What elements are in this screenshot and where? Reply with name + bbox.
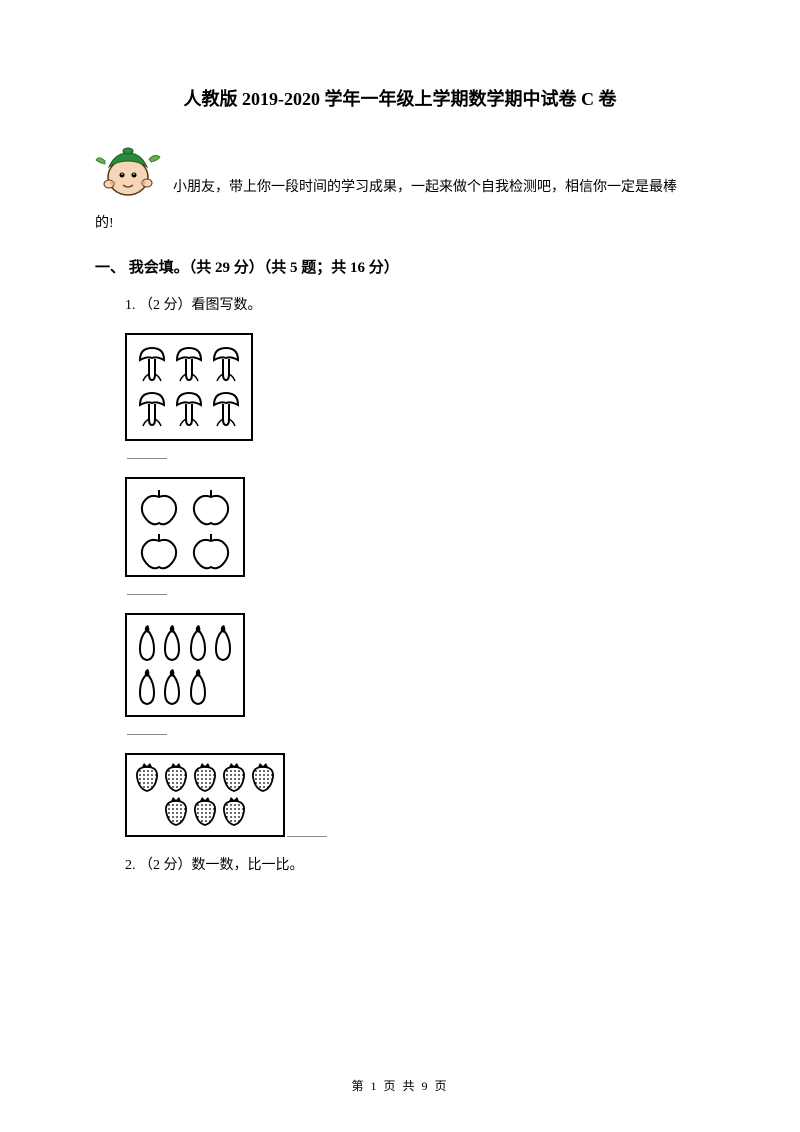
eggplant-icon (136, 623, 158, 663)
strawberry-icon (192, 761, 218, 793)
figure-mushrooms (125, 333, 705, 459)
figure-apples (125, 477, 705, 595)
strawberry-icon (163, 795, 189, 827)
eggplant-icon (136, 667, 158, 707)
intro-row: 小朋友，带上你一段时间的学习成果，一起来做个自我检测吧，相信你一定是最棒 (95, 139, 705, 204)
mushroom-icon (174, 391, 204, 429)
apple-icon (137, 487, 181, 527)
answer-blank[interactable] (127, 583, 167, 595)
intro-text-1: 小朋友，带上你一段时间的学习成果，一起来做个自我检测吧，相信你一定是最棒 (173, 175, 677, 204)
page-footer: 第 1 页 共 9 页 (0, 1077, 800, 1094)
figure-eggplants (125, 613, 705, 735)
mushroom-icon (174, 346, 204, 384)
mushroom-icon (137, 346, 167, 384)
eggplant-icon (161, 623, 183, 663)
section-1-header: 一、 我会填。（共 29 分）（共 5 题；共 16 分） (95, 256, 705, 277)
mushroom-icon (211, 391, 241, 429)
answer-blank[interactable] (127, 447, 167, 459)
page-title: 人教版 2019-2020 学年一年级上学期数学期中试卷 C 卷 (95, 85, 705, 111)
mushroom-icon (211, 346, 241, 384)
apple-icon (189, 531, 233, 571)
eggplant-icon (187, 667, 209, 707)
strawberry-icon (250, 761, 276, 793)
answer-blank[interactable] (127, 723, 167, 735)
figure-strawberries (125, 753, 705, 837)
question-1: 1. （2 分）看图写数。 (125, 295, 705, 317)
mascot-image (95, 139, 165, 204)
eggplant-icon (212, 623, 234, 663)
answer-blank[interactable] (287, 825, 327, 837)
strawberry-icon (192, 795, 218, 827)
strawberry-icon (221, 761, 247, 793)
intro-text-2: 的! (95, 212, 705, 232)
strawberry-icon (221, 795, 247, 827)
strawberry-icon (134, 761, 160, 793)
question-2: 2. （2 分）数一数，比一比。 (125, 855, 705, 877)
strawberry-icon (163, 761, 189, 793)
mushroom-icon (137, 391, 167, 429)
eggplant-icon (161, 667, 183, 707)
apple-icon (137, 531, 181, 571)
eggplant-icon (187, 623, 209, 663)
apple-icon (189, 487, 233, 527)
